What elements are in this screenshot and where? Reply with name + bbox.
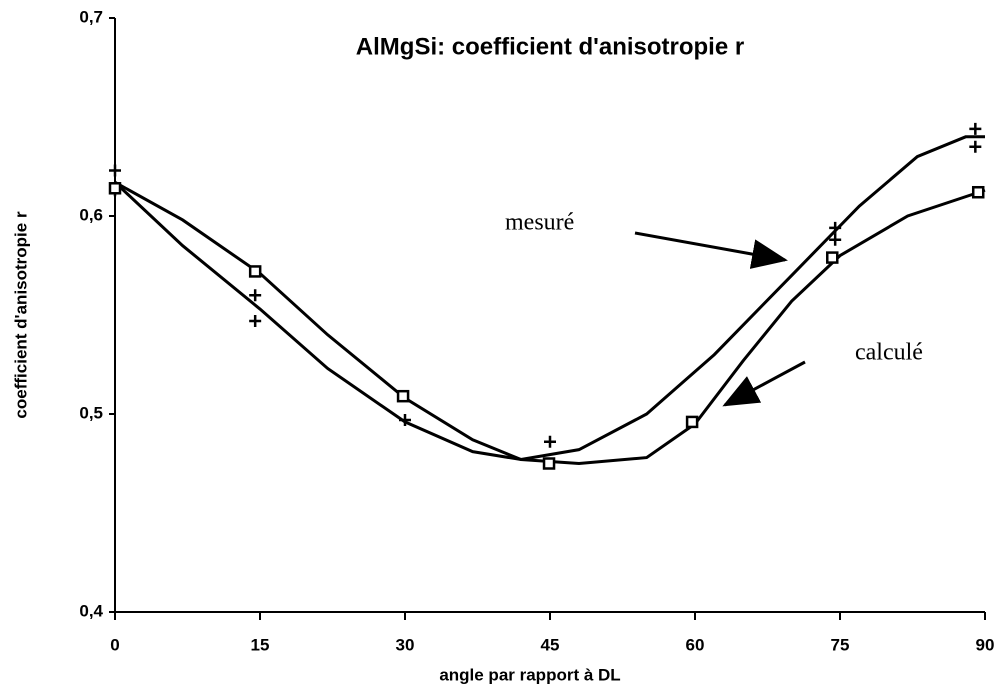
x-tick-label: 90	[976, 635, 995, 654]
square-marker	[248, 265, 262, 278]
y-axis-label: coefficient d'anisotropie r	[11, 211, 30, 419]
y-tick-label: 0,5	[79, 403, 103, 422]
square-marker	[826, 251, 839, 264]
plus-marker	[399, 413, 411, 426]
x-tick-label: 75	[831, 635, 850, 654]
x-axis-label: angle par rapport à DL	[439, 665, 620, 684]
x-tick-label: 30	[396, 635, 415, 654]
annotation: mesuré	[505, 210, 574, 236]
plus-marker	[249, 314, 262, 327]
square-marker	[396, 389, 410, 403]
x-tick-label: 15	[251, 635, 270, 654]
plus-marker	[249, 289, 262, 302]
plus-marker	[109, 164, 121, 177]
square-marker	[971, 185, 985, 199]
y-tick-label: 0,6	[79, 205, 103, 224]
plus-marker	[969, 140, 982, 153]
square-marker	[685, 415, 699, 429]
plus-marker	[544, 435, 556, 448]
curve	[113, 135, 985, 462]
plus-marker	[829, 233, 842, 246]
x-tick-label: 0	[110, 635, 119, 654]
plus-marker	[829, 221, 842, 234]
square-marker	[108, 182, 122, 195]
x-tick-label: 60	[686, 635, 705, 654]
y-tick-label: 0,4	[79, 601, 103, 620]
x-tick-label: 45	[541, 635, 560, 654]
arrow	[722, 360, 806, 407]
chart-title: AlMgSi: coefficient d'anisotropie r	[356, 33, 744, 60]
arrow	[634, 231, 788, 269]
square-marker	[542, 457, 556, 470]
y-tick-label: 0,7	[79, 7, 103, 26]
plus-marker	[969, 122, 982, 135]
annotation: calculé	[855, 340, 923, 366]
curve	[114, 181, 986, 466]
